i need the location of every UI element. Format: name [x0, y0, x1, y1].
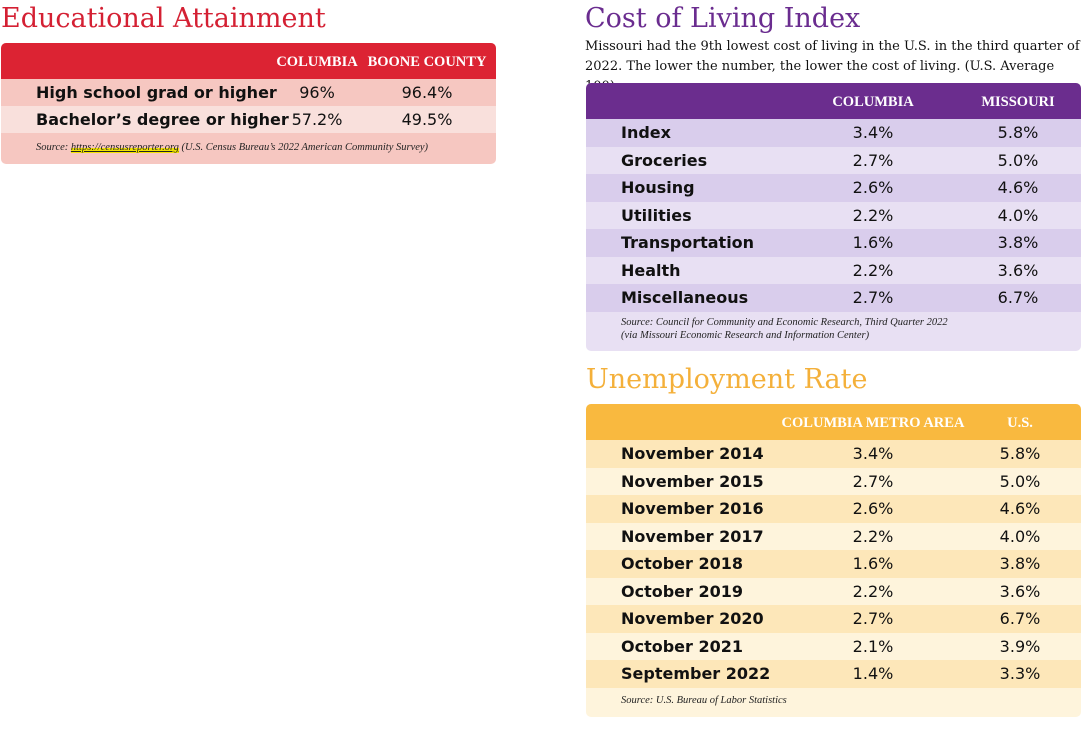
cost-row-missouri: 4.0%: [997, 205, 1039, 225]
education-row-boone: 49.5%: [401, 110, 453, 129]
education-title: Educational Attainment: [1, 3, 326, 34]
cost-row: Miscellaneous 2.7% 6.7%: [586, 284, 1081, 312]
unemployment-title: Unemployment Rate: [586, 364, 868, 395]
cost-rows: Index 3.4% 5.8% Groceries 2.7% 5.0% Housing 2.6…: [586, 119, 1081, 312]
unemployment-row: October 2018 1.6% 3.8%: [586, 550, 1081, 578]
cost-row-columbia: 2.6%: [852, 178, 894, 197]
cost-row-missouri: 5.0%: [997, 150, 1039, 170]
unemployment-row-us: 6.7%: [999, 609, 1041, 628]
unemployment-row: November 2017 2.2% 4.0%: [586, 522, 1081, 550]
unemployment-row-us: 5.0%: [999, 471, 1041, 491]
cost-row-label: Index: [621, 123, 671, 142]
cost-table: COLUMBIA MISSOURI Index 3.4% 5.8% Groceries…: [586, 83, 1081, 351]
unemployment-row-us: 3.3%: [999, 664, 1041, 683]
education-row: High school grad or higher 96% 96.4%: [1, 79, 496, 106]
cost-row-missouri: 5.8%: [997, 123, 1039, 142]
unemployment-col-columbia: COLUMBIA METRO AREA: [781, 415, 965, 431]
unemployment-row-us: 3.9%: [999, 636, 1041, 656]
unemployment-row-label: September 2022: [621, 664, 771, 683]
cost-row-columbia: 2.7%: [852, 150, 894, 170]
cost-row-label: Groceries: [621, 150, 708, 170]
education-col-boone: BOONE COUNTY: [367, 54, 487, 70]
cost-header: COLUMBIA MISSOURI: [586, 83, 1081, 119]
unemployment-row-us: 5.8%: [999, 444, 1041, 463]
education-row-label: High school grad or higher: [36, 83, 277, 102]
education-row-columbia: 96%: [299, 83, 335, 102]
cost-intro-line1: Missouri had the 9th lowest cost of livi…: [585, 39, 1080, 54]
cost-row: Groceries 2.7% 5.0%: [586, 146, 1081, 174]
education-row: Bachelor’s degree or higher 57.2% 49.5%: [1, 106, 496, 133]
unemployment-row-columbia: 3.4%: [852, 444, 894, 463]
unemployment-row-us: 4.0%: [999, 526, 1041, 546]
unemployment-row-us: 3.6%: [999, 581, 1041, 601]
cost-title: Cost of Living Index: [585, 3, 861, 34]
cost-row-label: Miscellaneous: [621, 288, 749, 307]
unemployment-source: Source: U.S. Bureau of Labor Statistics: [621, 695, 787, 706]
unemployment-row-columbia: 2.1%: [852, 636, 894, 656]
cost-row-label: Health: [621, 260, 681, 280]
cost-row-missouri: 6.7%: [997, 288, 1039, 307]
education-row-columbia: 57.2%: [291, 110, 343, 129]
unemployment-row-us: 4.6%: [999, 499, 1041, 518]
cost-row-columbia: 1.6%: [852, 233, 894, 252]
cost-row: Utilities 2.2% 4.0%: [586, 201, 1081, 229]
education-table: COLUMBIA BOONE COUNTY High school grad o…: [1, 43, 496, 164]
unemployment-row-label: November 2014: [621, 444, 764, 463]
cost-row-label: Utilities: [621, 205, 692, 225]
unemployment-row-columbia: 1.6%: [852, 554, 894, 573]
unemployment-row-columbia: 2.7%: [852, 609, 894, 628]
unemployment-row: November 2014 3.4% 5.8%: [586, 440, 1081, 468]
unemployment-row: September 2022 1.4% 3.3%: [586, 660, 1081, 688]
unemployment-row-label: October 2018: [621, 554, 744, 573]
unemployment-row-columbia: 2.6%: [852, 499, 894, 518]
cost-row-columbia: 2.7%: [852, 288, 894, 307]
cost-row-columbia: 2.2%: [852, 205, 894, 225]
cost-col-columbia: COLUMBIA: [832, 94, 914, 110]
unemployment-row-columbia: 2.2%: [852, 581, 894, 601]
cost-source-line2: (via Missouri Economic Research and Info…: [621, 330, 870, 341]
cost-row: Health 2.2% 3.6%: [586, 256, 1081, 284]
unemployment-row: October 2019 2.2% 3.6%: [586, 577, 1081, 605]
cost-row: Index 3.4% 5.8%: [586, 119, 1081, 147]
unemployment-row-label: October 2021: [621, 636, 744, 656]
unemployment-row-label: November 2020: [621, 609, 764, 628]
unemployment-row-label: October 2019: [621, 581, 744, 601]
unemployment-row-columbia: 2.7%: [852, 471, 894, 491]
unemployment-row-columbia: 2.2%: [852, 526, 894, 546]
unemployment-row-label: November 2015: [621, 471, 764, 491]
cost-row-columbia: 2.2%: [852, 260, 894, 280]
unemployment-row: November 2016 2.6% 4.6%: [586, 495, 1081, 523]
education-col-columbia: COLUMBIA: [276, 54, 358, 70]
cost-row-label: Housing: [621, 178, 695, 197]
unemployment-rows: November 2014 3.4% 5.8% November 2015 2.7% 5.…: [586, 440, 1081, 688]
cost-row: Transportation 1.6% 3.8%: [586, 229, 1081, 257]
education-source: Source: https://censusreporter.org (U.S.…: [36, 142, 428, 153]
cost-source-line1: Source: Council for Community and Econom…: [621, 317, 948, 328]
education-header: COLUMBIA BOONE COUNTY: [1, 43, 496, 79]
education-source-prefix: Source:: [36, 142, 71, 153]
unemployment-row: November 2020 2.7% 6.7%: [586, 605, 1081, 633]
cost-row-missouri: 3.6%: [997, 260, 1039, 280]
cost-row: Housing 2.6% 4.6%: [586, 174, 1081, 202]
education-row-label: Bachelor’s degree or higher: [36, 110, 289, 129]
education-source-suffix: (U.S. Census Bureau’s 2022 American Comm…: [178, 142, 429, 153]
unemployment-row-us: 3.8%: [999, 554, 1041, 573]
cost-row-label: Transportation: [621, 233, 755, 252]
education-row-boone: 96.4%: [401, 83, 453, 102]
unemployment-table: COLUMBIA METRO AREA U.S. November 2014 3.…: [586, 404, 1081, 717]
unemployment-row: November 2015 2.7% 5.0%: [586, 467, 1081, 495]
unemployment-row-label: November 2016: [621, 499, 764, 518]
unemployment-col-us: U.S.: [1007, 415, 1033, 431]
cost-row-missouri: 4.6%: [997, 178, 1039, 197]
unemployment-row-columbia: 1.4%: [852, 664, 894, 683]
cost-col-missouri: MISSOURI: [981, 94, 1055, 110]
unemployment-row-label: November 2017: [621, 526, 764, 546]
education-source-link[interactable]: https://censusreporter.org: [70, 142, 179, 153]
cost-source: Source: Council for Community and Econom…: [621, 316, 948, 342]
unemployment-header: COLUMBIA METRO AREA U.S.: [586, 404, 1081, 440]
unemployment-row: October 2021 2.1% 3.9%: [586, 632, 1081, 660]
cost-row-columbia: 3.4%: [852, 123, 894, 142]
cost-row-missouri: 3.8%: [997, 233, 1039, 252]
